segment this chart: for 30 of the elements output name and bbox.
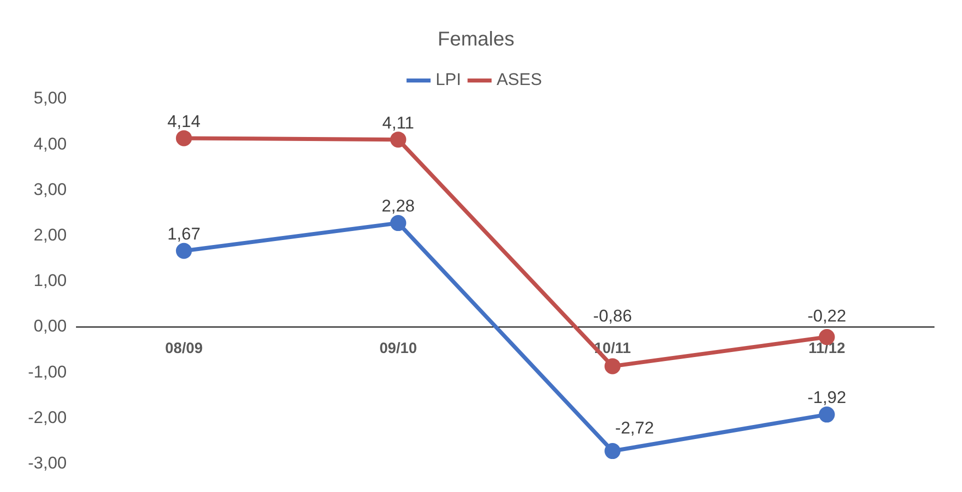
data-label: 2,28: [382, 196, 415, 216]
data-label: 4,11: [382, 113, 414, 132]
legend-label: ASES: [496, 70, 542, 90]
point: [390, 215, 406, 232]
point: [176, 130, 192, 146]
x-tick-label: 08/09: [165, 340, 203, 358]
x-tick-label: 09/10: [379, 340, 417, 358]
y-tick-label: 4,00: [34, 134, 67, 154]
data-label: 4,14: [167, 112, 200, 131]
y-tick-label: -3,00: [28, 453, 67, 472]
data-label: 1,67: [167, 224, 200, 244]
y-tick-label: 1,00: [34, 271, 67, 290]
point: [604, 358, 621, 374]
point: [390, 132, 406, 148]
legend-label: LPI: [436, 70, 462, 90]
point: [176, 242, 192, 259]
x-tick-label: 11/12: [808, 340, 846, 358]
data-label: -0,22: [807, 306, 846, 326]
data-label: -0,86: [593, 306, 632, 326]
data-label: -2,72: [615, 418, 654, 438]
y-tick-label: 3,00: [34, 180, 67, 199]
y-tick-label: 5,00: [34, 88, 67, 108]
y-tick-label: -2,00: [28, 408, 67, 427]
y-tick-label: 2,00: [34, 225, 67, 244]
y-tick-label: 0,00: [34, 316, 67, 336]
point: [818, 406, 835, 423]
y-tick-label: -1,00: [28, 362, 67, 382]
chart-title: Females: [438, 28, 514, 51]
data-label: -1,92: [807, 388, 846, 408]
point: [604, 443, 621, 460]
